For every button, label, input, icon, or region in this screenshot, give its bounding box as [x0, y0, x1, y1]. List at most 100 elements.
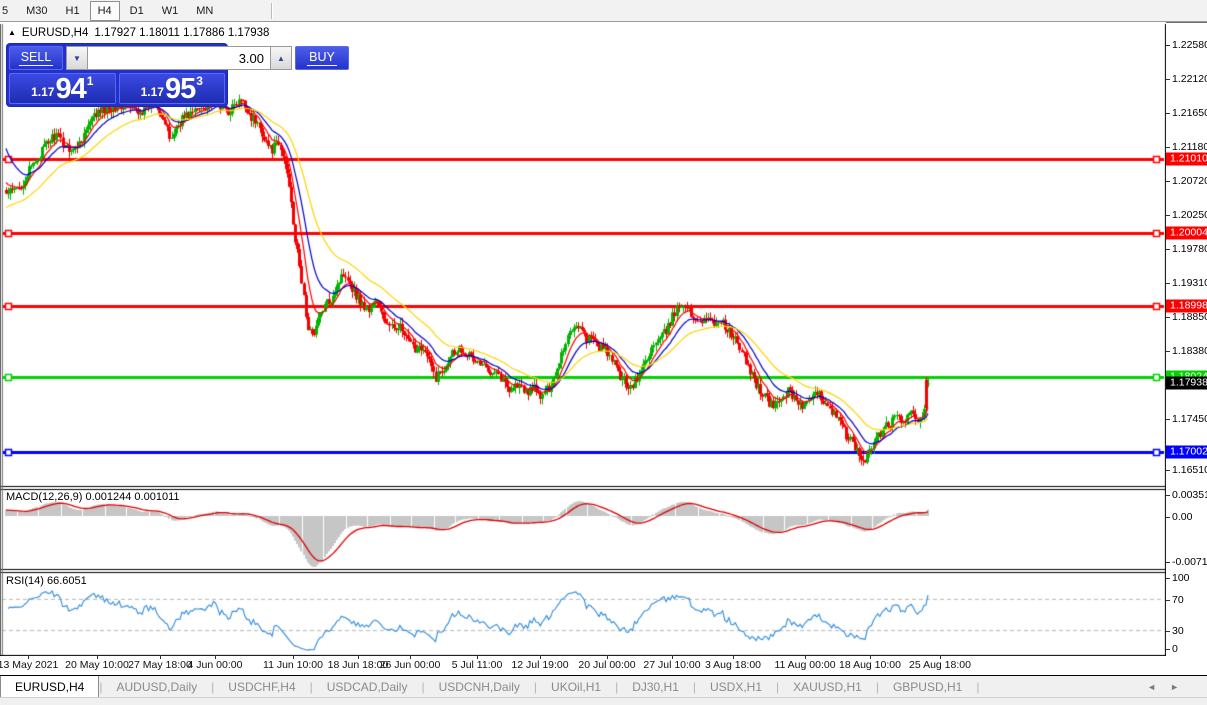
- price-axis-tick: [1166, 78, 1170, 80]
- tab-dj30-h1[interactable]: DJ30,H1: [632, 680, 679, 694]
- line-price-label: 1.18998: [1166, 299, 1207, 313]
- timeframe-button-h1[interactable]: H1: [65, 4, 80, 17]
- sell-button[interactable]: SELL: [9, 46, 63, 70]
- date-axis-label: 11 Jun 10:00: [263, 659, 323, 671]
- price-axis-tick: [1166, 600, 1170, 601]
- tab-usdcad-daily[interactable]: USDCAD,Daily: [326, 680, 408, 694]
- timeframe-button-d1[interactable]: D1: [129, 4, 144, 17]
- timeframe-button-m30[interactable]: M30: [26, 4, 48, 17]
- date-axis-label: 13 May 2021: [0, 659, 59, 671]
- collapse-triangle-icon[interactable]: ▲: [8, 27, 16, 37]
- date-axis-tick: [28, 655, 29, 659]
- date-axis-label: 18 Aug 10:00: [839, 659, 901, 671]
- price-axis-label: 1.18850: [1172, 310, 1207, 323]
- scroll-left-icon[interactable]: ◄: [1147, 682, 1157, 692]
- date-axis-label: 20 May 10:00: [65, 659, 129, 671]
- price-axis-tick: [1166, 578, 1170, 579]
- tab-separator: |: [976, 680, 980, 694]
- price-axis-label: 1.22580: [1172, 39, 1207, 51]
- date-axis-label: 27 Jul 10:00: [643, 659, 701, 671]
- price-axis-label: 1.20250: [1172, 208, 1207, 221]
- tab-separator: |: [776, 680, 780, 694]
- price-axis-label: 1.17450: [1172, 412, 1207, 425]
- date-axis-tick: [540, 655, 541, 659]
- buy-price-big: 95: [164, 73, 196, 105]
- chart-ohlc-values: 1.17927 1.18011 1.17886 1.17938: [94, 27, 270, 39]
- price-axis-tick: [1166, 649, 1170, 650]
- date-axis-tick: [672, 655, 673, 659]
- tab-eurusd-h4[interactable]: EURUSD,H4: [0, 676, 100, 698]
- tab-gbpusd-h1[interactable]: GBPUSD,H1: [892, 680, 963, 694]
- price-axis-tick: [1166, 418, 1170, 420]
- price-axis-label: 1.19780: [1172, 243, 1207, 256]
- buy-quote-panel[interactable]: 1.17 95 3: [118, 73, 225, 105]
- macd-scale-label: 0.00: [1172, 511, 1193, 523]
- tab-usdx-h1[interactable]: USDX,H1: [710, 680, 763, 694]
- timeframe-button-w1[interactable]: W1: [161, 4, 179, 17]
- date-axis-label: 25 Aug 18:00: [909, 659, 971, 671]
- sell-price-big: 94: [55, 73, 86, 105]
- tab-audusd-daily[interactable]: AUDUSD,Daily: [116, 680, 198, 694]
- chart-tab-bar: EURUSD,H4 | AUDUSD,Daily | USDCHF,H4 | USDCAD,…: [0, 675, 1207, 698]
- price-axis-label: 1.21180: [1172, 141, 1207, 154]
- price-axis[interactable]: 1.22580 1.22120 1.21650 1.21180 1.20720 1.202…: [1166, 23, 1207, 655]
- price-axis-tick: [1166, 562, 1170, 563]
- price-axis-label: 1.21650: [1172, 106, 1207, 119]
- date-axis-tick: [160, 655, 161, 659]
- rsi-scale-label: 30: [1172, 625, 1184, 637]
- macd-scale-label: -0.007173: [1172, 556, 1207, 568]
- rsi-indicator-label: RSI(14) 66.6051: [6, 575, 87, 587]
- volume-increase-button[interactable]: ▲: [270, 46, 292, 70]
- price-axis-tick: [1166, 351, 1170, 353]
- price-axis-label: 1.18380: [1172, 345, 1207, 358]
- price-axis-label: 1.19310: [1172, 277, 1207, 290]
- date-axis-label: 18 Jun 18:00: [327, 659, 389, 671]
- toolbar-separator: [271, 2, 274, 19]
- current-price-label: 1.17938: [1166, 376, 1207, 390]
- volume-decrease-button[interactable]: ▼: [66, 46, 88, 70]
- tab-separator: |: [211, 680, 215, 694]
- date-axis-tick: [805, 655, 806, 659]
- buy-button[interactable]: BUY: [295, 46, 349, 70]
- date-axis-tick: [358, 655, 359, 659]
- tab-separator: |: [421, 680, 425, 694]
- arrow-up-icon: ▲: [277, 53, 285, 63]
- sell-quote-panel[interactable]: 1.17 94 1: [9, 73, 116, 104]
- tab-xauusd-h1[interactable]: XAUUSD,H1: [793, 680, 862, 694]
- timeframe-button-mn[interactable]: MN: [196, 4, 214, 17]
- macd-indicator-label: MACD(12,26,9) 0.001244 0.001011: [6, 491, 180, 503]
- price-chart-canvas[interactable]: [0, 22, 1166, 656]
- volume-input[interactable]: [88, 46, 270, 70]
- rsi-scale-label: 70: [1172, 594, 1184, 606]
- tab-ukoil-h1[interactable]: UKOil,H1: [551, 680, 602, 694]
- timeframe-button-h4[interactable]: H4: [89, 0, 120, 21]
- tab-separator: |: [615, 680, 619, 694]
- price-axis-tick: [1166, 316, 1170, 318]
- tab-separator: |: [99, 680, 103, 694]
- date-axis-tick: [477, 655, 478, 659]
- price-axis-tick: [1166, 45, 1170, 46]
- timeframe-button-5[interactable]: 5: [2, 4, 9, 17]
- tab-separator: |: [309, 680, 313, 694]
- date-axis-label: 27 May 18:00: [128, 659, 192, 671]
- scroll-right-icon[interactable]: ►: [1170, 682, 1179, 692]
- tab-usdchf-h4[interactable]: USDCHF,H4: [228, 680, 296, 694]
- price-axis-label: 1.22120: [1172, 72, 1207, 85]
- price-axis-tick: [1166, 214, 1170, 216]
- date-axis[interactable]: 13 May 2021 20 May 10:00 27 May 18:00 4 Jun…: [0, 655, 1207, 675]
- date-axis-tick: [733, 655, 734, 659]
- price-axis-label: 1.20720: [1172, 174, 1207, 187]
- tab-separator: |: [875, 680, 879, 694]
- volume-spinner: ▼ ▲: [66, 46, 292, 70]
- chart-symbol-label: EURUSD,H4: [21, 27, 89, 39]
- tab-scroll-arrows: ◄ ►: [1147, 676, 1207, 698]
- line-price-label: 1.21010: [1166, 152, 1207, 166]
- date-axis-tick: [215, 655, 216, 659]
- tab-separator: |: [692, 680, 696, 694]
- arrow-down-icon: ▼: [73, 53, 81, 63]
- line-price-label: 1.17002: [1166, 445, 1207, 459]
- tab-usdcnh-daily[interactable]: USDCNH,Daily: [438, 680, 520, 694]
- price-axis-tick: [1166, 631, 1170, 632]
- date-axis-tick: [940, 655, 941, 659]
